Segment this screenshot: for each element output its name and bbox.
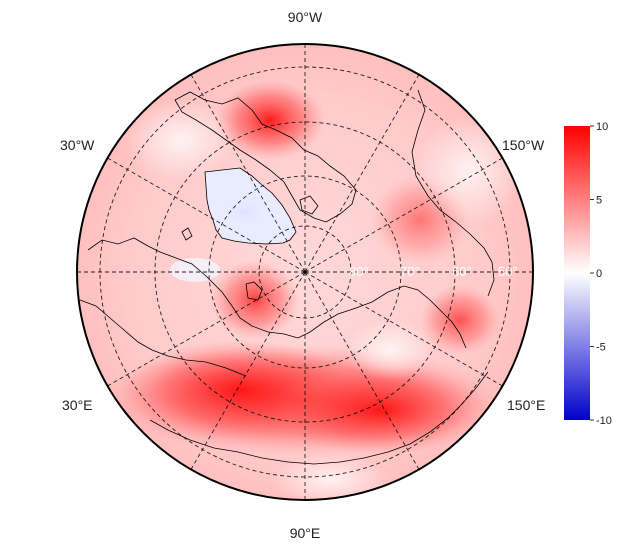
- graticule: [77, 44, 533, 500]
- lon-label-150w: 150°W: [502, 137, 545, 153]
- lat-label-60: 60°: [452, 264, 472, 279]
- lon-label-90w: 90°W: [288, 9, 323, 25]
- lon-label-30e: 30°E: [62, 397, 93, 413]
- meridian-line: [190, 74, 306, 273]
- meridian-line: [107, 271, 306, 387]
- meridian-line: [304, 271, 503, 387]
- map-frame: [76, 43, 534, 501]
- lon-label-150e: 150°E: [507, 397, 545, 413]
- colorbar-tick-label: 0: [596, 268, 602, 280]
- lon-label-90e: 90°E: [290, 525, 321, 541]
- colorbar-tick-label: 10: [596, 121, 608, 133]
- meridian-line: [304, 271, 420, 470]
- colorbar-tick-label: -5: [596, 342, 606, 354]
- anomaly-field: [77, 44, 533, 500]
- lon-label-30w: 30°W: [60, 137, 95, 153]
- coastlines: [79, 89, 495, 465]
- lat-label-80: 80°: [349, 264, 369, 279]
- colorbar: 10 5 0 -5 -10: [564, 121, 612, 427]
- lat-label-70: 70°: [400, 264, 420, 279]
- latitude-labels: 80° 70° 60° 50°: [349, 264, 518, 279]
- colorbar-gradient: [564, 126, 590, 420]
- meridian-line: [304, 157, 503, 273]
- longitude-labels: 90°W 150°W 150°E 90°E 30°E 30°W: [60, 9, 545, 541]
- meridian-line: [190, 271, 306, 470]
- colorbar-tick-label: -10: [596, 415, 612, 427]
- lat-label-50: 50°: [498, 264, 518, 279]
- meridian-line: [304, 74, 420, 273]
- colorbar-tick-label: 5: [596, 195, 602, 207]
- meridian-line: [107, 157, 306, 273]
